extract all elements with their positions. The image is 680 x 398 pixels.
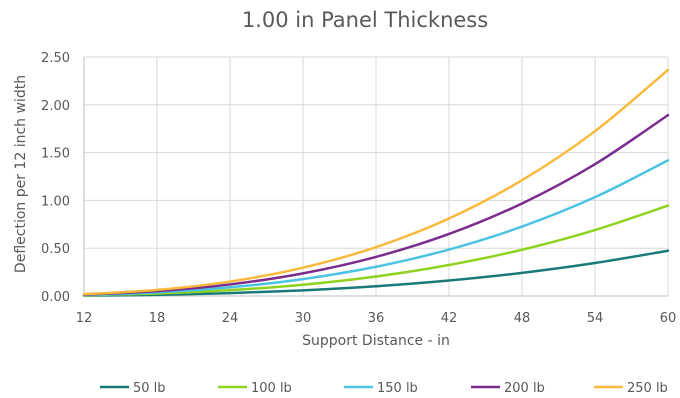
- x-tick-label: 54: [587, 311, 604, 326]
- axes: [83, 57, 668, 297]
- y-tick-label: 2.50: [41, 51, 70, 66]
- y-tick-label: 1.50: [41, 147, 70, 162]
- x-tick-label: 48: [514, 311, 531, 326]
- x-tick-label: 18: [149, 311, 166, 326]
- chart-title: 1.00 in Panel Thickness: [242, 8, 488, 32]
- tick-labels: 12 18 24 30 36 42 48 54 60 0.00 0.50 1.00 1.50 2.00 2.…: [41, 51, 676, 326]
- gridlines: [84, 56, 669, 296]
- series-line-100-lb: [82, 204, 670, 297]
- y-tick-label: 0.00: [41, 290, 70, 305]
- x-tick-label: 30: [295, 311, 312, 326]
- series-lines: [82, 68, 670, 297]
- x-tick-label: 36: [368, 311, 385, 326]
- y-tick-label: 1.00: [41, 194, 70, 209]
- legend-label: 150 lb: [377, 381, 418, 396]
- series-line-150-lb: [82, 159, 670, 297]
- x-tick-label: 24: [222, 311, 239, 326]
- x-tick-label: 12: [76, 311, 93, 326]
- legend-label: 250 lb: [627, 381, 668, 396]
- legend-label: 100 lb: [251, 381, 292, 396]
- x-tick-label: 60: [660, 311, 677, 326]
- legend-label: 50 lb: [133, 381, 166, 396]
- series-line-250-lb: [82, 68, 670, 296]
- y-tick-label: 2.00: [41, 99, 70, 114]
- legend: 50 lb 100 lb 150 lb 200 lb 250 lb: [100, 381, 668, 396]
- y-tick-label: 0.50: [41, 242, 70, 257]
- x-axis-label: Support Distance - in: [302, 333, 450, 349]
- series-line-50-lb: [82, 249, 670, 297]
- legend-label: 200 lb: [504, 381, 545, 396]
- series-line-200-lb: [82, 113, 670, 296]
- y-axis-label: Deflection per 12 inch width: [13, 75, 29, 273]
- x-tick-label: 42: [441, 311, 458, 326]
